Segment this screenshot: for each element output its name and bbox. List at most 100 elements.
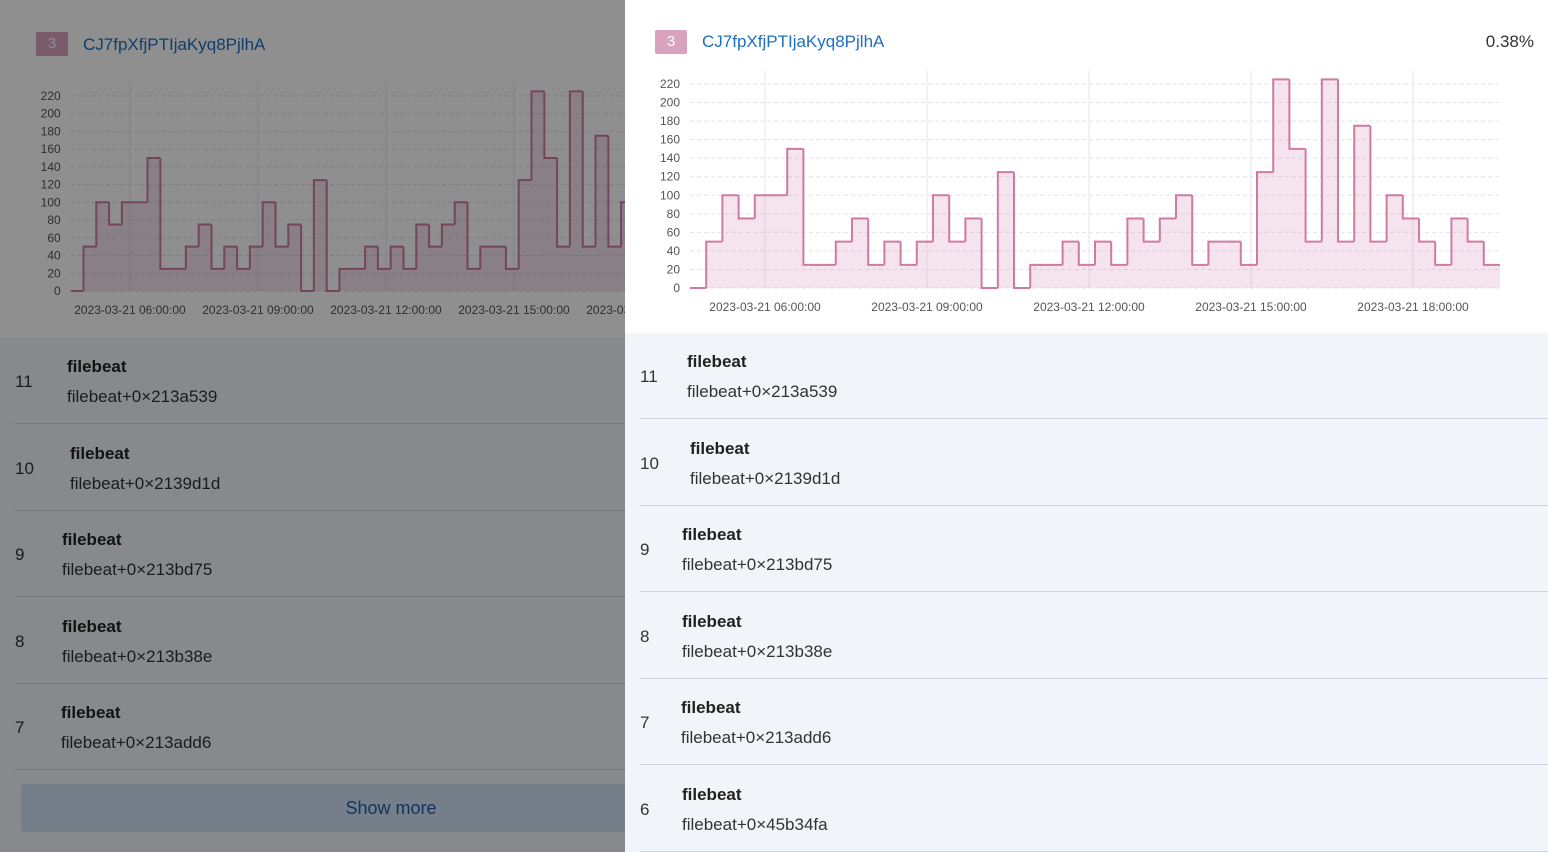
- step-line: [146, 156, 161, 203]
- title-link[interactable]: CJ7fpXfjPTIjaKyq8PjlhA: [83, 35, 266, 54]
- badge: 3: [655, 30, 687, 54]
- y-tick-label: 80: [47, 213, 61, 227]
- step-line: [1061, 240, 1079, 265]
- y-tick-label: 0: [54, 284, 61, 298]
- step-line: [1077, 241, 1095, 266]
- step-area: [1257, 172, 1274, 288]
- y-tick-label: 220: [660, 77, 680, 91]
- frame-address: filebeat+0×213bd75: [682, 555, 833, 574]
- step-line: [996, 171, 1014, 288]
- step-area: [109, 224, 122, 291]
- frame-row: 11 filebeat filebeat+0×213a539: [640, 333, 1548, 419]
- frame-index: 8: [640, 626, 650, 646]
- step-area: [1419, 241, 1436, 288]
- step-line: [1142, 218, 1160, 243]
- frame-row: 9 filebeat filebeat+0×213bd75: [640, 506, 1548, 592]
- frame-name: filebeat: [62, 616, 122, 636]
- frame-index: 11: [640, 367, 658, 386]
- step-line: [453, 201, 468, 225]
- step-area: [1176, 195, 1193, 288]
- y-tick-label: 60: [667, 225, 681, 239]
- step-area: [211, 268, 225, 291]
- step-area: [288, 224, 302, 291]
- y-tick-label: 60: [47, 231, 61, 245]
- y-tick-label: 120: [660, 170, 680, 184]
- step-line: [1191, 195, 1209, 266]
- y-tick-label: 100: [41, 195, 61, 209]
- step-area: [83, 246, 97, 291]
- frame-name: filebeat: [690, 438, 750, 458]
- y-tick-label: 140: [660, 151, 680, 165]
- step-line: [1175, 194, 1193, 219]
- step-area: [722, 195, 739, 288]
- step-line: [932, 194, 950, 242]
- y-tick-label: 220: [41, 89, 61, 103]
- step-area: [416, 224, 430, 291]
- step-line: [620, 201, 625, 247]
- step-area: [531, 91, 545, 291]
- frame-name: filebeat: [61, 703, 121, 722]
- frame-index: 9: [640, 540, 650, 559]
- y-tick-label: 200: [660, 96, 680, 110]
- step-line: [479, 245, 494, 269]
- step-line: [753, 194, 771, 219]
- step-line: [802, 148, 820, 266]
- frame-name: filebeat: [681, 698, 741, 717]
- step-area: [121, 202, 135, 291]
- frame-row: 9 filebeat filebeat+0×213bd75: [15, 511, 625, 597]
- step-line: [786, 147, 804, 196]
- step-line: [159, 157, 174, 270]
- step-area: [965, 218, 982, 288]
- step-line: [1272, 78, 1290, 173]
- step-line: [1126, 217, 1144, 265]
- step-line: [466, 202, 481, 270]
- step-area: [365, 246, 378, 291]
- step-line: [543, 91, 558, 159]
- step-line: [568, 90, 583, 247]
- step-area: [429, 246, 442, 291]
- step-area: [249, 246, 263, 291]
- frame-row: 7 filebeat filebeat+0×213add6: [15, 684, 625, 770]
- step-area: [1046, 264, 1063, 288]
- step-line: [248, 245, 263, 269]
- step-line: [261, 201, 276, 247]
- step-line: [428, 224, 442, 248]
- frame-index: 8: [15, 631, 25, 651]
- frame-row: 11 filebeat filebeat+0×213a539: [15, 338, 625, 424]
- step-line: [556, 157, 570, 248]
- chart: 0 20 40 60 80 100 120 140 160 180 200 220 2023-03-21…: [660, 70, 1500, 314]
- step-line: [1418, 218, 1436, 243]
- frame-index: 10: [640, 453, 659, 473]
- step-line: [607, 135, 622, 248]
- step-line: [300, 224, 314, 292]
- frame-row: 10 filebeat filebeat+0×2139d1d: [640, 420, 1548, 506]
- step-area: [441, 224, 455, 291]
- y-tick-label: 20: [667, 262, 681, 276]
- step-line: [1288, 79, 1306, 150]
- step-area: [884, 241, 901, 288]
- overlay[interactable]: [0, 0, 625, 852]
- x-tick-label: 2023-03-21 06:00:00: [74, 303, 186, 317]
- step-line: [1158, 217, 1176, 242]
- step-area: [916, 241, 933, 288]
- step-area: [1370, 241, 1387, 288]
- step-line: [581, 91, 596, 248]
- step-area: [1127, 218, 1144, 288]
- step-line: [1304, 148, 1322, 243]
- y-tick-label: 140: [41, 160, 61, 174]
- step-line: [184, 245, 199, 269]
- step-line: [364, 245, 378, 269]
- frame-name: filebeat: [682, 611, 742, 631]
- title-link[interactable]: CJ7fpXfjPTIjaKyq8PjlhA: [702, 32, 885, 51]
- step-area: [900, 264, 917, 288]
- frame-name: filebeat: [682, 525, 742, 544]
- step-line: [440, 223, 455, 247]
- step-area: [1338, 241, 1355, 288]
- step-area: [738, 218, 755, 288]
- step-line: [1320, 78, 1338, 242]
- step-area: [224, 246, 238, 291]
- step-area: [1143, 241, 1160, 288]
- show-more-button[interactable]: Show more: [21, 784, 625, 832]
- step-area: [706, 241, 723, 288]
- frame-address: filebeat+0×45b34fa: [682, 814, 828, 834]
